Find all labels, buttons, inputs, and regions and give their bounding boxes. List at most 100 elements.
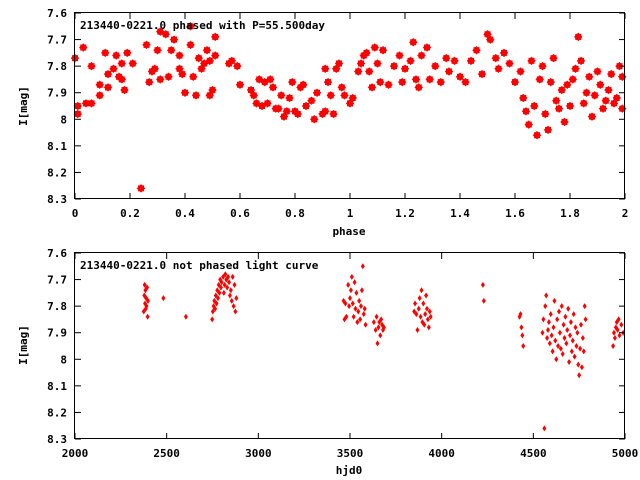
data-point — [117, 59, 126, 68]
data-point — [413, 300, 418, 307]
data-point — [561, 321, 566, 328]
data-point — [577, 372, 582, 379]
unphased-light-curve-panel: 2000 2500 3000 3500 4000 4500 5000 7.6 7.7 7.8 7.9… — [17, 247, 638, 477]
data-point — [558, 345, 563, 352]
data-point — [357, 297, 362, 304]
data-point — [346, 281, 351, 288]
data-point — [521, 343, 526, 349]
data-point — [425, 75, 434, 84]
data-point — [425, 305, 429, 312]
data-point — [424, 292, 429, 299]
data-point — [578, 345, 583, 352]
data-point — [431, 61, 440, 71]
data-point — [604, 85, 613, 95]
data-point — [194, 53, 203, 63]
data-point — [282, 107, 291, 116]
unphased-chart-title: 213440-0221.0 not phased light curve — [80, 259, 319, 272]
data-point — [564, 340, 569, 347]
data-point — [557, 329, 562, 336]
data-point — [164, 72, 173, 82]
data-point — [186, 22, 195, 31]
data-point — [619, 321, 624, 328]
data-point — [227, 279, 231, 286]
phased-ticks: 0 0.2 0.4 0.6 0.8 1 1.2 1.4 1.6 1.8 2 7.6 7.7 7.8 7.9 8… — [47, 7, 628, 220]
data-point — [358, 316, 363, 323]
data-point — [422, 321, 427, 328]
data-point — [406, 56, 415, 66]
data-point — [180, 88, 190, 97]
data-point — [189, 72, 198, 82]
data-point — [598, 104, 608, 113]
data-point — [547, 340, 552, 347]
data-point — [416, 305, 421, 312]
data-point — [277, 91, 286, 100]
data-point — [491, 53, 500, 63]
data-point — [546, 319, 551, 326]
data-point — [329, 109, 338, 119]
data-point — [530, 101, 539, 111]
data-point — [310, 115, 319, 124]
data-point — [541, 316, 546, 323]
data-point — [227, 56, 236, 66]
data-point — [414, 311, 419, 318]
unphased-plot-frame — [74, 252, 625, 439]
data-point — [576, 361, 581, 368]
data-point — [552, 96, 561, 105]
data-point — [218, 284, 223, 291]
data-point — [415, 327, 420, 334]
data-point — [618, 72, 627, 82]
data-point — [551, 324, 556, 331]
data-point — [550, 348, 555, 355]
data-point — [370, 43, 379, 52]
x-tick-label: 1.4 — [450, 207, 470, 220]
data-point — [579, 321, 583, 328]
data-point — [145, 77, 154, 87]
x-tick-label: 1.2 — [395, 207, 415, 220]
data-point — [103, 83, 113, 92]
data-point — [233, 308, 238, 315]
data-point — [145, 284, 150, 291]
data-point — [353, 305, 358, 312]
data-point — [542, 425, 547, 432]
data-point — [374, 313, 379, 320]
data-point — [580, 335, 585, 342]
data-point — [348, 295, 352, 302]
data-point — [582, 303, 587, 310]
data-point — [227, 292, 232, 299]
data-point — [354, 289, 359, 296]
data-point — [356, 59, 366, 68]
y-tick-label: 7.9 — [47, 87, 67, 100]
data-point — [519, 324, 524, 331]
data-point — [611, 343, 616, 349]
data-point — [436, 77, 445, 87]
data-point — [417, 295, 422, 302]
data-point — [142, 40, 151, 50]
x-tick-label: 2000 — [62, 447, 89, 460]
data-point — [178, 69, 187, 79]
data-point — [557, 308, 561, 315]
data-point — [563, 313, 568, 320]
data-point — [421, 300, 426, 307]
data-point — [560, 350, 565, 357]
data-point — [581, 348, 586, 355]
unphased-y-axis-label: I[mag] — [17, 325, 30, 365]
data-point — [556, 343, 561, 349]
data-point — [226, 273, 231, 280]
data-point — [552, 297, 557, 304]
data-point — [568, 332, 572, 339]
data-point — [543, 303, 548, 310]
data-point — [425, 316, 430, 323]
data-point — [120, 85, 129, 95]
data-point — [211, 51, 220, 60]
data-point — [117, 75, 126, 84]
data-point — [359, 303, 363, 310]
data-point — [618, 104, 627, 113]
data-point — [344, 313, 349, 320]
data-point — [395, 51, 404, 60]
data-point — [519, 93, 528, 103]
data-point — [612, 93, 621, 103]
data-point — [221, 289, 226, 296]
data-point — [211, 32, 220, 42]
data-point — [455, 72, 465, 82]
y-tick-label: 7.6 — [47, 247, 67, 260]
